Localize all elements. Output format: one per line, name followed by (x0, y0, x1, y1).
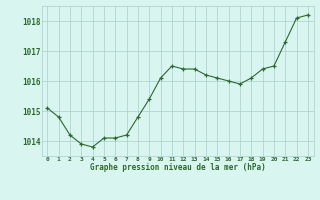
X-axis label: Graphe pression niveau de la mer (hPa): Graphe pression niveau de la mer (hPa) (90, 163, 266, 172)
